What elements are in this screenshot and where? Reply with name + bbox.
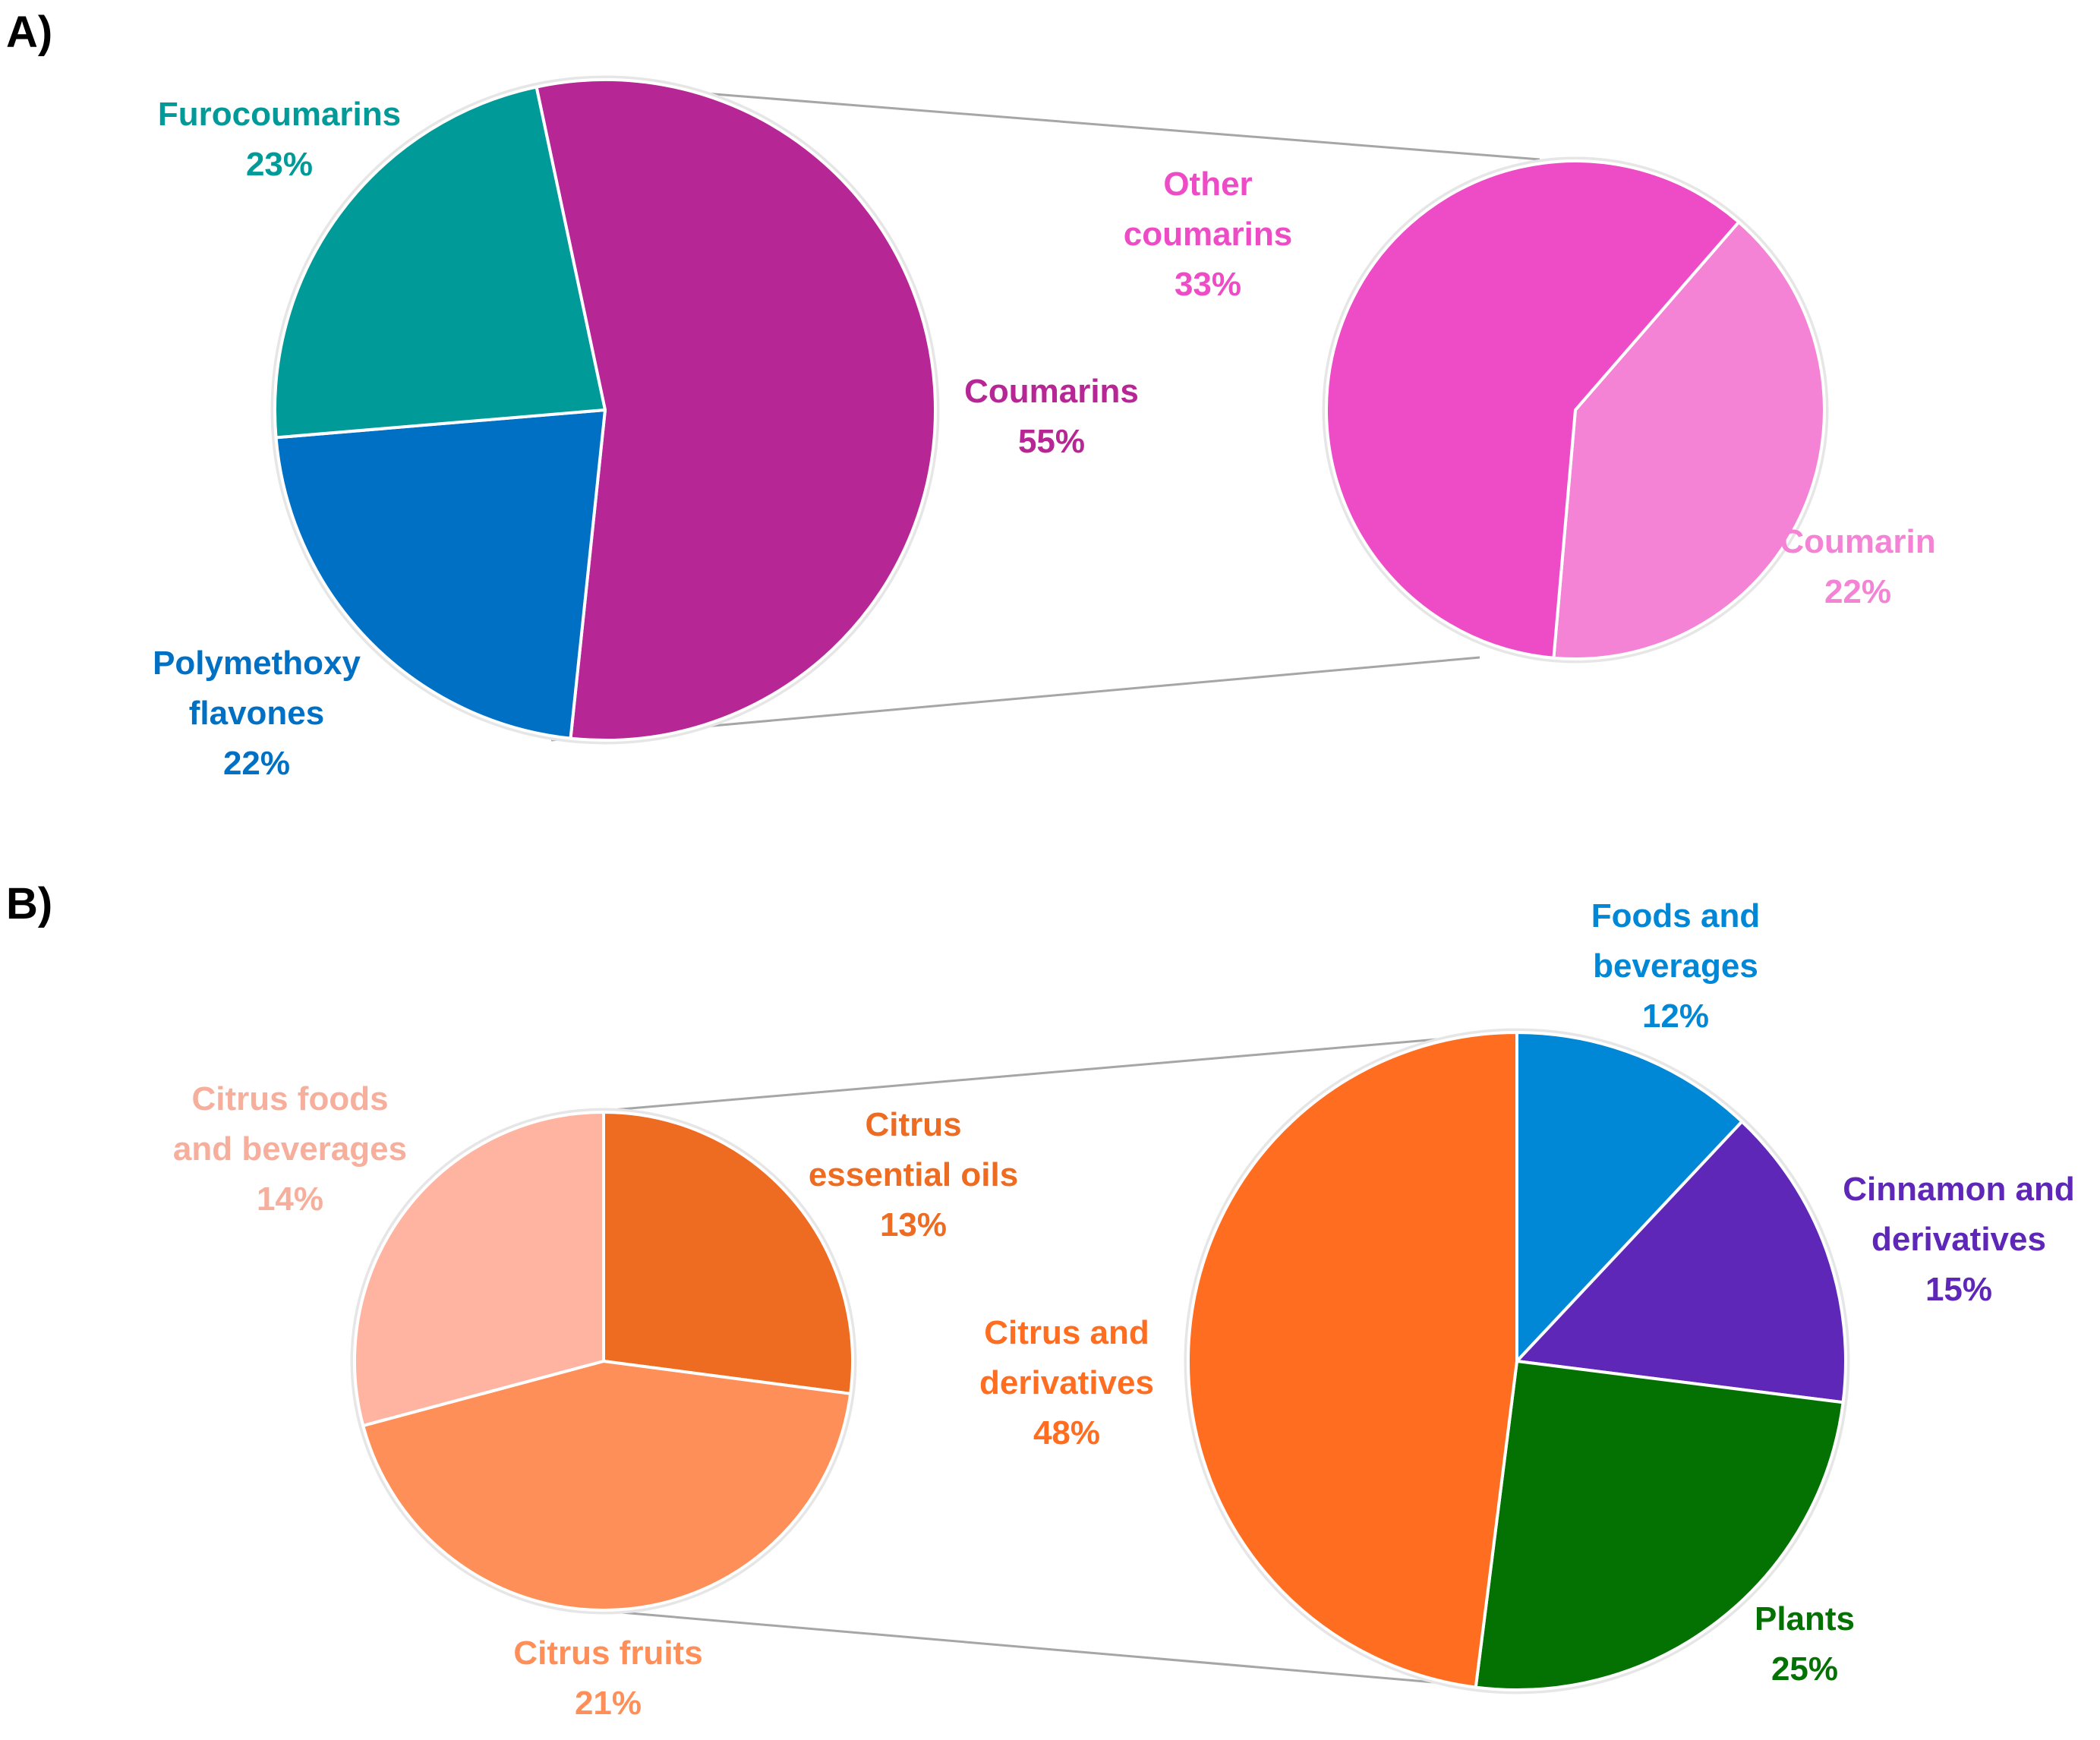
pie-slice-citrus-fruits: [361, 1360, 853, 1612]
slice-label-line: Citrus and: [984, 1314, 1149, 1351]
pie-slice-foods-and-beverages: [1515, 1031, 1744, 1363]
slice-label-line: 55%: [1018, 423, 1085, 460]
pie-slice-polymethoxy-flavones: [274, 408, 607, 740]
slice-label-line: Coumarin: [1780, 523, 1935, 560]
slice-label-line: essential oils: [809, 1156, 1018, 1193]
slice-label-citrus-foods-and-beverages: Citrus foods and beverages 14%: [173, 1080, 407, 1218]
slice-label-line: Coumarins: [964, 373, 1139, 410]
slice-label-line: beverages: [1593, 947, 1758, 985]
slice-label-line: 25%: [1771, 1650, 1838, 1688]
pie-slice-cinnamon-and-derivatives: [1515, 1120, 1847, 1404]
slice-label-line: and beverages: [173, 1130, 407, 1168]
pie-slice-plants: [1474, 1360, 1845, 1691]
pie-slice-furocoumarins: [273, 85, 607, 440]
panel-label-a: A): [6, 8, 52, 57]
pie-slice-citrus-essential-oils: [602, 1111, 854, 1395]
slice-label-line: 22%: [223, 745, 290, 782]
slice-label-line: Citrus foods: [191, 1080, 388, 1117]
slice-label-furocoumarins: Furocoumarins 23%: [158, 96, 401, 183]
slice-label-coumarins: Coumarins 55%: [964, 373, 1139, 460]
slice-label-citrus-fruits: Citrus fruits 21%: [513, 1634, 702, 1722]
slice-label-line: Plants: [1755, 1600, 1855, 1638]
slice-label-line: 14%: [257, 1180, 323, 1218]
slice-label-line: Other: [1163, 165, 1252, 203]
pie-chart-b-citrus-breakdown: Citrus essential oils 13%Citrus fruits 21%C…: [173, 1080, 1018, 1722]
slice-label-line: Citrus fruits: [513, 1634, 702, 1672]
pie-slice-coumarins: [534, 78, 937, 742]
pie-slice-citrus-and-derivatives: [1187, 1031, 1518, 1689]
slice-label-other-coumarins: Other coumarins 33%: [1124, 165, 1293, 303]
slice-label-line: 33%: [1175, 266, 1241, 303]
slice-label-line: 23%: [246, 146, 313, 183]
pie-chart-a-main: Coumarins 55% Polymethoxy flavones 22% Furoco…: [153, 75, 1139, 782]
slice-label-line: derivatives: [1871, 1221, 2046, 1258]
connector-line: [603, 1609, 1487, 1688]
pie-chart-b-main: Foods and beverages 12% Cinnamon and derivat…: [979, 897, 2075, 1694]
slice-label-cinnamon-and-derivatives: Cinnamon and derivatives 15%: [1843, 1171, 2075, 1308]
pie-slice-citrus-foods-and-beverages: [353, 1111, 605, 1427]
slice-label-line: derivatives: [979, 1364, 1154, 1401]
slice-label-line: 22%: [1824, 573, 1891, 610]
pie-outline: [1322, 156, 1829, 664]
slice-label-plants: Plants 25%: [1755, 1600, 1855, 1688]
pie-slice-coumarin: [1552, 220, 1826, 660]
slice-label-line: Foods and: [1591, 897, 1760, 935]
slice-label-line: Citrus: [865, 1106, 961, 1143]
slice-label-citrus-and-derivatives: Citrus and derivatives 48%: [979, 1314, 1154, 1452]
slice-label-polymethoxy-flavones: Polymethoxy flavones 22%: [153, 645, 361, 782]
slice-label-line: 21%: [575, 1685, 642, 1722]
slice-label-citrus-essential-oils: Citrus essential oils 13%: [809, 1106, 1018, 1244]
slice-label-line: Furocoumarins: [158, 96, 401, 133]
pie-slice-other-coumarins: [1325, 159, 1741, 660]
pie-outline: [270, 75, 940, 745]
connector-line: [550, 80, 1540, 161]
slice-label-coumarin: Coumarin 22%: [1780, 523, 1935, 610]
slice-label-line: 12%: [1642, 998, 1709, 1035]
pie-outline: [1184, 1028, 1850, 1694]
connector-line: [603, 1031, 1518, 1112]
slice-label-line: Polymethoxy: [153, 645, 361, 682]
slice-label-line: coumarins: [1124, 216, 1293, 253]
pie-chart-a-coumarins-breakdown: Coumarin 22% Other coumarins 33%: [1124, 156, 1936, 664]
slice-label-foods-and-beverages: Foods and beverages 12%: [1591, 897, 1760, 1035]
slice-label-line: 48%: [1033, 1414, 1100, 1452]
slice-label-line: Cinnamon and: [1843, 1171, 2075, 1208]
slice-label-line: flavones: [189, 695, 325, 732]
pie-outline: [350, 1108, 857, 1615]
slice-label-line: 13%: [880, 1206, 947, 1244]
panel-label-b: B): [6, 879, 52, 928]
slice-label-line: 15%: [1925, 1271, 1992, 1308]
panel-b-connectors: [603, 1031, 1518, 1688]
